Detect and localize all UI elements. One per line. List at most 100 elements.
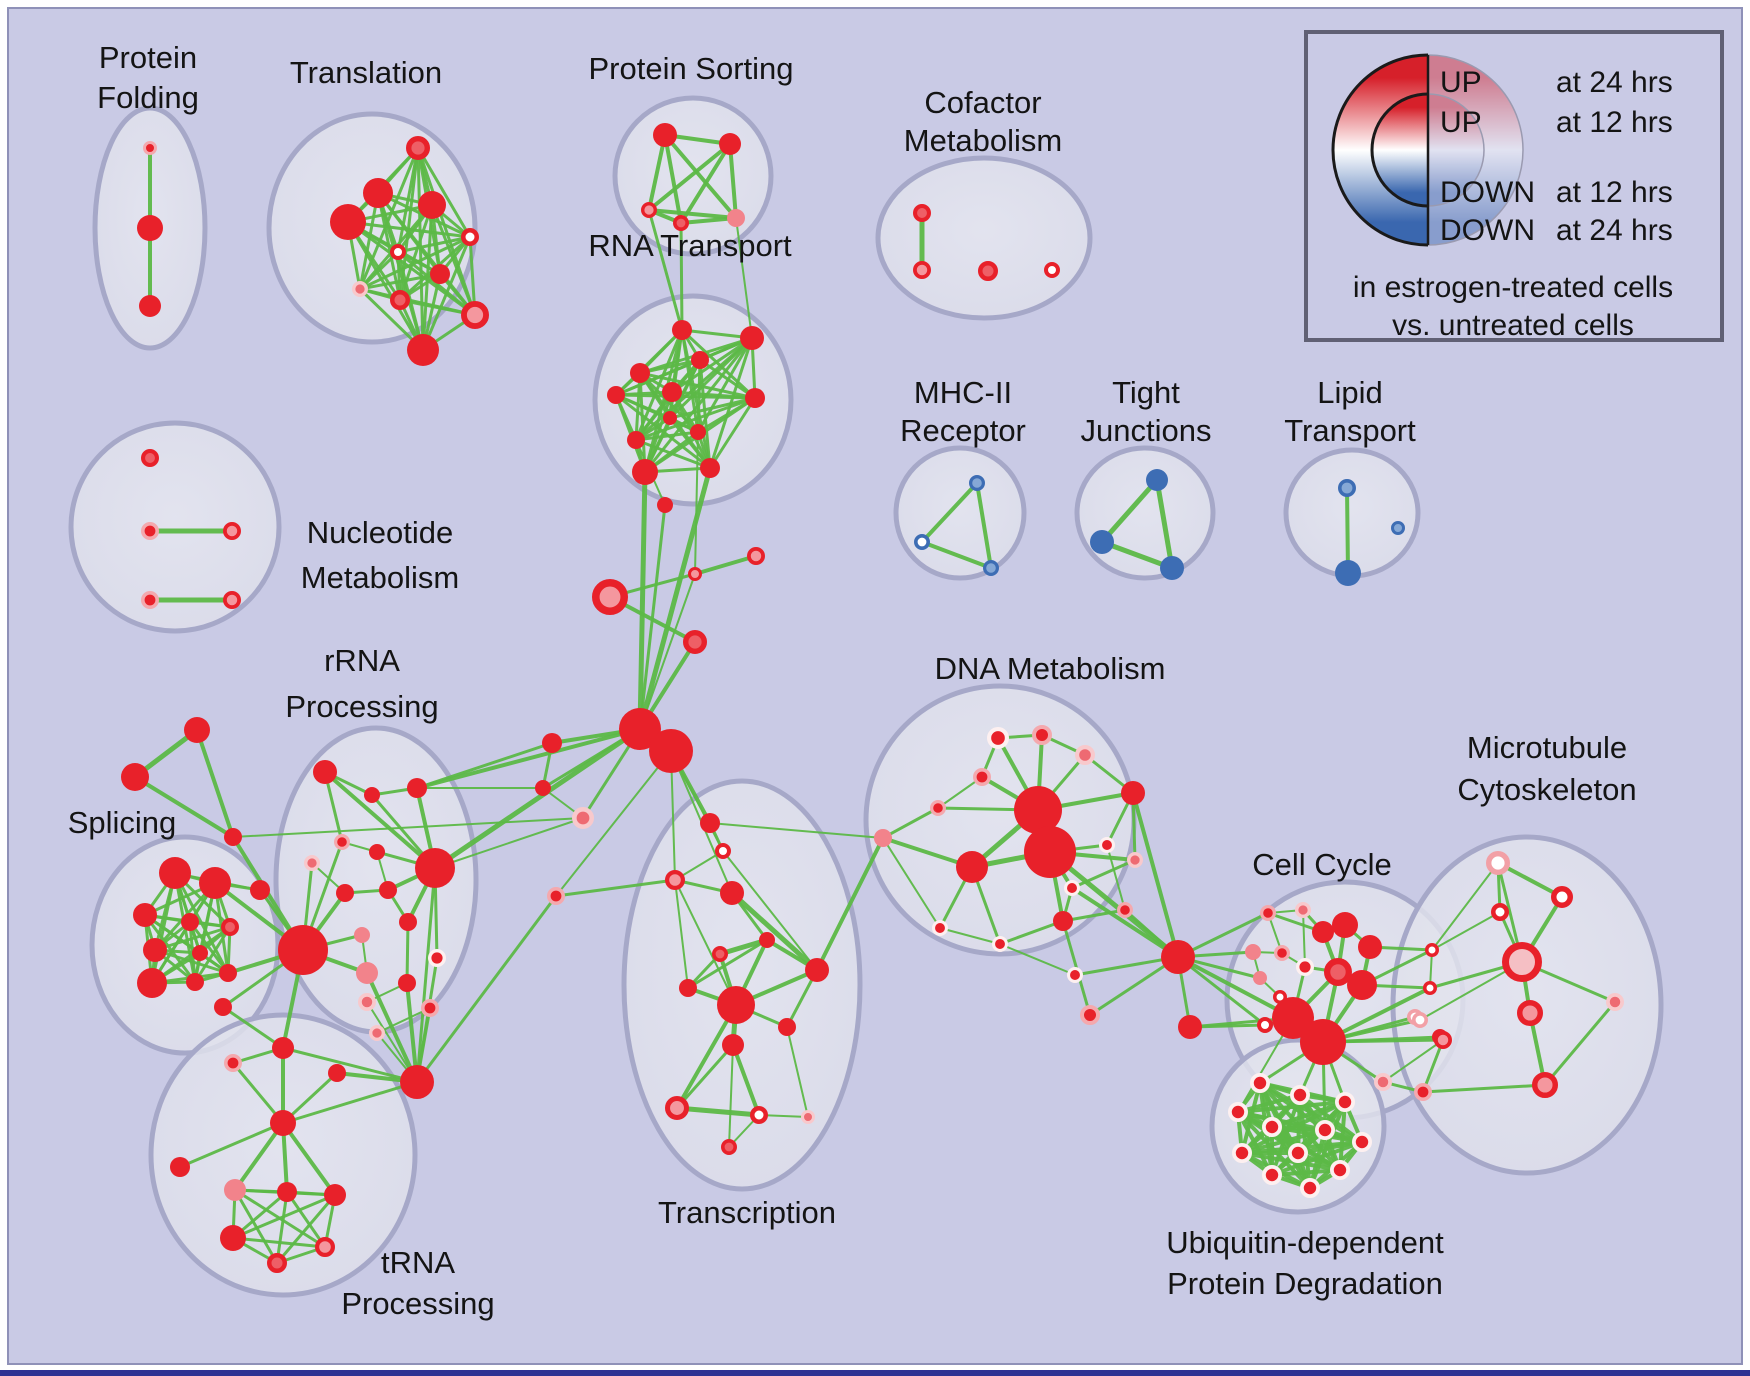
node-pf3 [139, 295, 161, 317]
node-rrbot [400, 1065, 434, 1099]
edge [415, 727, 642, 790]
node-ub8 [1232, 1143, 1253, 1164]
edge [554, 878, 677, 898]
node-tx8 [805, 958, 829, 982]
node-sp10 [219, 964, 237, 982]
node-rr6 [369, 844, 385, 860]
edge [786, 1026, 809, 1118]
node-rt12 [663, 411, 677, 425]
node-dm12 [992, 936, 1009, 953]
legend-circle-outline [1331, 53, 1429, 247]
node-dm11 [932, 920, 949, 937]
node-rr9 [399, 913, 417, 931]
edge [405, 920, 410, 985]
node-rr12 [356, 962, 378, 984]
cluster-bubble-lipid-transport [1283, 447, 1421, 579]
edge [647, 208, 738, 220]
node-tr10 [461, 301, 490, 330]
node-dm5 [929, 799, 946, 816]
edge [674, 1105, 762, 1118]
node-tg2 [121, 763, 149, 791]
node-cc16 [1425, 943, 1439, 957]
node-sp7 [192, 945, 208, 961]
edge [1070, 886, 1180, 959]
node-cf3 [978, 261, 998, 281]
node-ub3 [1335, 1092, 1356, 1113]
edge [1131, 791, 1180, 959]
cluster-label-tight-junctions-line2: Junctions [1081, 413, 1212, 448]
legend-footer-line2: vs. untreated cells [1392, 309, 1634, 342]
node-sp3 [133, 903, 157, 927]
node-lp1 [1338, 478, 1357, 497]
node-nm1 [140, 448, 159, 467]
node-dm15 [1121, 781, 1145, 805]
node-dm10 [1053, 911, 1073, 931]
edge [728, 1044, 734, 1148]
node-rr14 [214, 998, 232, 1016]
edge [920, 540, 993, 570]
node-ub9 [1288, 1143, 1309, 1164]
edge [231, 1236, 327, 1249]
node-dm17 [1116, 901, 1133, 918]
cluster-label-ubiquitin-degradation-line2: Protein Degradation [1167, 1266, 1443, 1301]
edge [1421, 1083, 1547, 1094]
cluster-bubble-splicing [89, 834, 281, 1056]
edge [153, 925, 232, 952]
node-cc2 [1295, 901, 1312, 918]
edge [638, 371, 647, 474]
cluster-label-translation: Translation [290, 55, 442, 90]
edge [1176, 955, 1295, 1020]
edge [1302, 909, 1306, 968]
node-mh2 [913, 533, 930, 550]
cluster-label-cell-cycle: Cell Cycle [1252, 847, 1392, 882]
edge [637, 465, 713, 732]
edge [1270, 1168, 1342, 1177]
edge [728, 142, 738, 220]
edge [346, 220, 425, 352]
edge [638, 358, 702, 375]
node-tx5 [759, 932, 775, 948]
cluster-label-dna-metabolism: DNA Metabolism [935, 651, 1166, 686]
node-hb1 [619, 708, 661, 750]
edge [188, 920, 230, 975]
cluster-label-lipid-transport-line1: Lipid [1317, 375, 1383, 410]
edge [193, 925, 232, 984]
node-bg1 [571, 806, 594, 829]
node-ub10 [1330, 1160, 1351, 1181]
cluster-label-splicing: Splicing [68, 805, 177, 840]
node-tn5 [315, 1236, 336, 1257]
edge [221, 1005, 285, 1050]
node-mt12 [1414, 1083, 1433, 1102]
cluster-label-tight-junctions-line1: Tight [1112, 375, 1180, 410]
edge [634, 438, 712, 470]
legend-row-3-time: at 12 hrs [1556, 176, 1673, 209]
edge [647, 208, 684, 332]
legend-circle-outline [1427, 54, 1524, 246]
edge [358, 235, 472, 291]
edge [1270, 1140, 1364, 1177]
edge [709, 822, 884, 839]
edge [679, 142, 732, 225]
edge [674, 879, 737, 1006]
edge [729, 890, 820, 973]
edge [614, 393, 672, 420]
node-bg3 [535, 780, 551, 796]
edge [323, 770, 437, 870]
node-dm2 [1032, 725, 1052, 745]
node-mt8 [1606, 993, 1625, 1012]
edge [674, 879, 689, 989]
edge [432, 726, 643, 871]
edge [415, 866, 437, 1084]
cluster-label-transcription: Transcription [658, 1195, 836, 1230]
node-rt7 [745, 388, 765, 408]
edge [881, 806, 940, 840]
node-rr5 [303, 854, 320, 871]
edge [717, 937, 770, 957]
node-dm7 [1014, 786, 1062, 834]
edge [675, 1003, 738, 1110]
node-mt5 [1502, 942, 1542, 982]
node-dm4 [972, 767, 991, 786]
edge [285, 1190, 327, 1249]
node-dm3 [1074, 744, 1095, 765]
